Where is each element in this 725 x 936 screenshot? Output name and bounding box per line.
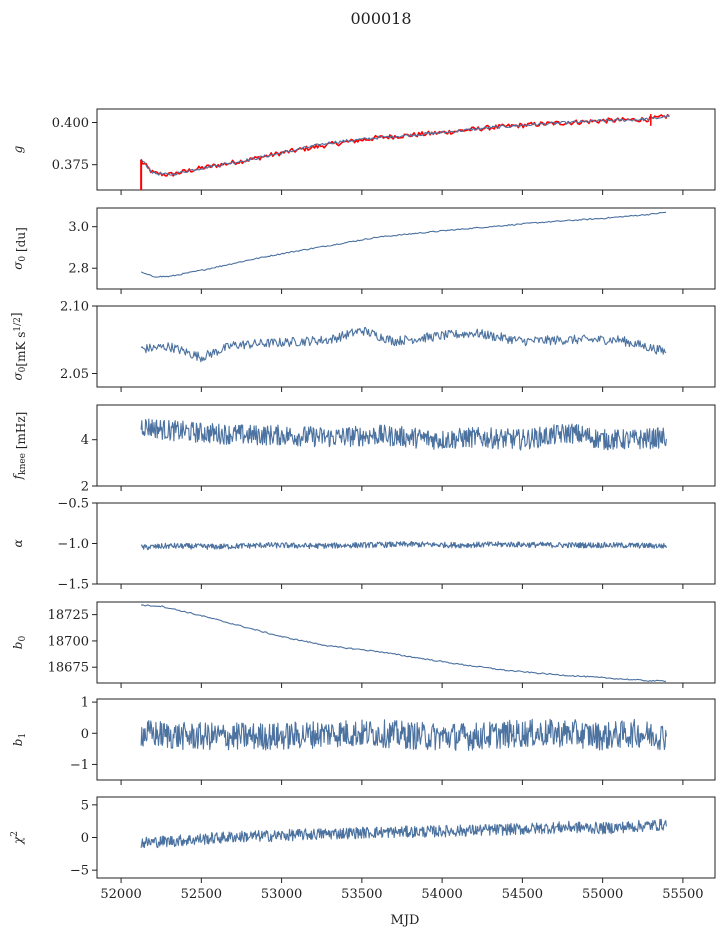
y-axis-label: σ0[mK s1/2]	[9, 312, 28, 380]
series-line	[140, 540, 667, 551]
panels: 0.375 0.400 g 2.8 3.0 σ0 [du] 2.05 2.10 σ0[mK s1…	[9, 108, 716, 883]
panel-7: −1 0 1 b1	[11, 696, 716, 785]
y-tick-label: −1.5	[57, 578, 89, 593]
y-axis-label: σ0 [du]	[11, 227, 28, 270]
x-tick-label: 55500	[662, 887, 703, 902]
y-axis-label: fknee [mHz]	[11, 412, 28, 481]
x-tick-label: 53000	[261, 887, 302, 902]
axes-frame	[96, 601, 716, 684]
y-tick-label: −5	[70, 864, 89, 879]
y-tick-label: 3.0	[68, 220, 89, 235]
y-tick-label: 2.8	[68, 262, 89, 277]
x-tick-label: 54000	[421, 887, 462, 902]
y-axis-label: b1	[11, 733, 28, 746]
y-axis-label: α	[11, 539, 25, 547]
x-tick-label: 54500	[502, 887, 543, 902]
y-tick-label: 2	[81, 480, 89, 495]
y-tick-label: 5	[81, 798, 89, 813]
y-tick-label: −0.5	[57, 497, 89, 512]
panel-3: 2.05 2.10 σ0[mK s1/2]	[9, 300, 716, 392]
y-tick-label: −1.0	[57, 537, 89, 552]
series-line	[140, 418, 667, 451]
panel-8: −5 0 5 χ2	[10, 796, 716, 883]
y-tick-label: 0	[81, 831, 89, 846]
y-axis-label: g	[11, 145, 25, 153]
axes-frame	[96, 305, 716, 388]
series-line	[140, 327, 667, 363]
y-tick-label: 1	[81, 696, 89, 711]
y-tick-label: −1	[70, 758, 89, 773]
series-line	[140, 211, 666, 278]
axes-frame	[96, 404, 716, 487]
y-tick-label: 18725	[48, 608, 89, 623]
x-tick-label: 52000	[100, 887, 141, 902]
x-tick-label: 53500	[341, 887, 382, 902]
series-line	[140, 718, 667, 751]
y-tick-label: 18700	[48, 634, 89, 649]
x-tick-label: 55000	[582, 887, 623, 902]
x-axis-label: MJD	[391, 913, 420, 928]
x-tick-label: 52500	[181, 887, 222, 902]
panel-2: 2.8 3.0 σ0 [du]	[11, 207, 716, 294]
panel-5: −1.5 −1.0 −0.5 α	[11, 497, 716, 593]
series-line	[140, 604, 667, 682]
figure-title: 000018	[350, 9, 411, 28]
series-line	[140, 818, 667, 849]
panel-1: 0.375 0.400 g	[11, 108, 716, 195]
panel-4: 2 4 fknee [mHz]	[11, 404, 716, 495]
panel-6: 18675 18700 18725 b0	[11, 601, 716, 688]
series-line	[140, 113, 670, 177]
y-tick-label: 2.05	[60, 367, 89, 382]
y-tick-label: 2.10	[60, 300, 89, 315]
y-tick-label: 4	[81, 433, 89, 448]
series-line	[140, 114, 670, 176]
y-axis-label: b0	[11, 636, 28, 650]
y-tick-label: 0	[81, 727, 89, 742]
y-tick-label: 0.400	[52, 116, 89, 131]
axes-frame	[96, 207, 716, 290]
y-tick-label: 0.375	[52, 158, 89, 173]
y-axis-label: χ2	[10, 831, 25, 845]
x-axis: 52000 52500 53000 53500 54000 54500 55000 55500	[100, 887, 703, 902]
axes-frame	[96, 108, 716, 191]
y-tick-label: 18675	[48, 661, 89, 676]
axes-frame	[96, 698, 716, 781]
